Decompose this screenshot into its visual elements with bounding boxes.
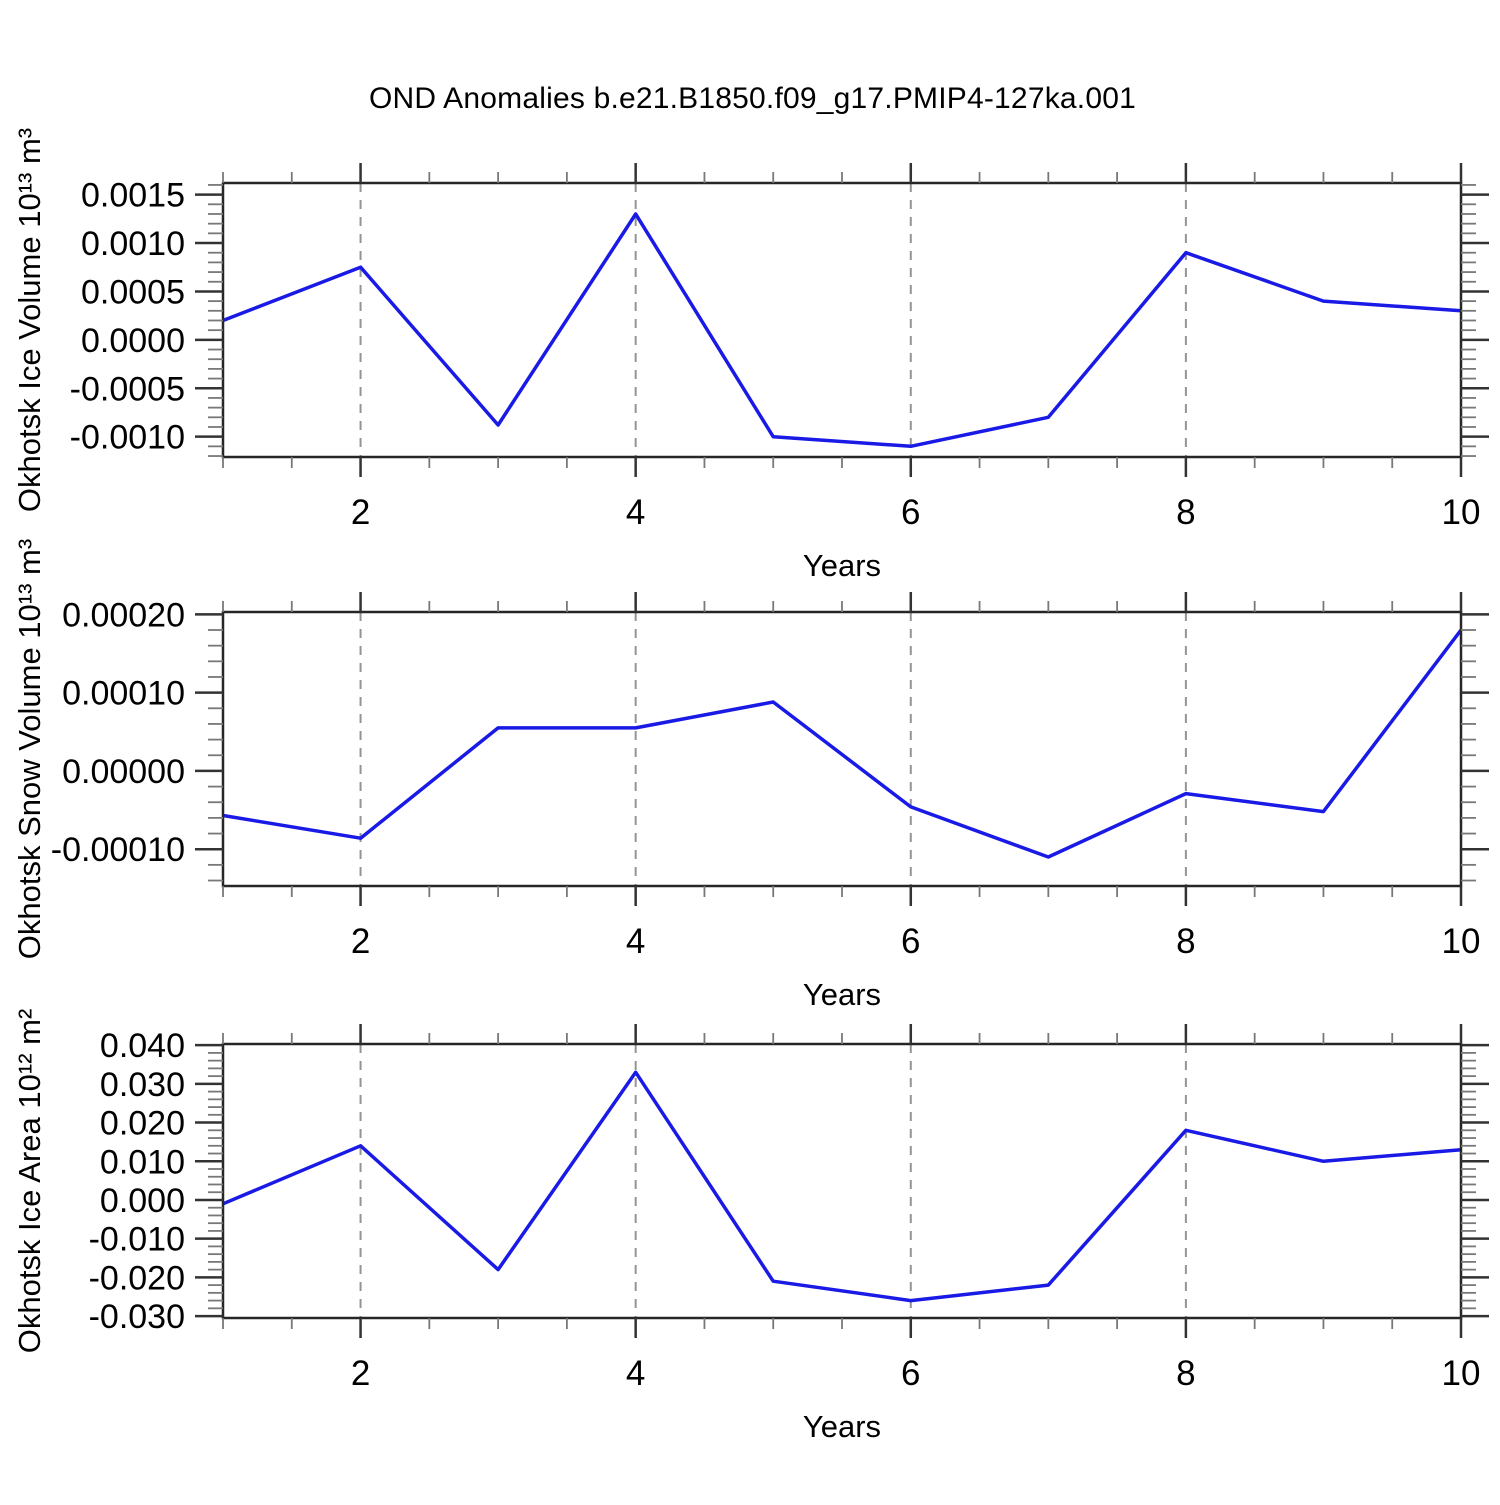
plot-border [221, 610, 1463, 888]
y-tick-label: -0.00010 [51, 831, 185, 869]
x-tick-label: 6 [901, 1354, 920, 1393]
x-tick-label: 6 [901, 922, 920, 961]
x-tick-label: 10 [1442, 922, 1481, 961]
x-axis-title: Years [803, 1409, 881, 1444]
y-tick-label: 0.0000 [81, 322, 185, 360]
y-tick-label: 0.00020 [62, 596, 185, 634]
y-axis-title: Okhotsk Snow Volume 10¹³ m³ [12, 539, 47, 959]
y-tick-label: -0.0005 [70, 370, 185, 408]
x-axis-title: Years [803, 548, 881, 583]
x-tick-label: 4 [626, 922, 645, 961]
x-tick-label: 2 [351, 1354, 370, 1393]
x-tick-label: 2 [351, 922, 370, 961]
x-tick-label: 8 [1176, 1354, 1195, 1393]
panel-okhotsk-ice-volume: -0.0010 -0.0005 0.0000 0.0005 0.0010 0.0015 2 4… [12, 128, 1489, 583]
x-tick-label: 8 [1176, 493, 1195, 532]
y-tick-label: 0.00010 [62, 675, 185, 713]
y-tick-label: 0.00000 [62, 753, 185, 791]
y-tick-label: 0.010 [100, 1143, 185, 1181]
x-tick-label: 8 [1176, 922, 1195, 961]
y-tick-label: -0.0010 [70, 419, 185, 457]
chart-title: OND Anomalies b.e21.B1850.f09_g17.PMIP4-… [369, 82, 1136, 115]
x-tick-label: 4 [626, 493, 645, 532]
x-tick-label: 6 [901, 493, 920, 532]
y-tick-label: 0.0005 [81, 273, 185, 311]
x-tick-label: 10 [1442, 493, 1481, 532]
y-tick-label: -0.030 [89, 1298, 185, 1336]
y-tick-label: 0.0015 [81, 177, 185, 215]
y-tick-label: 0.0010 [81, 225, 185, 263]
data-line [222, 212, 1462, 449]
panel-okhotsk-snow-volume: -0.00010 0.00000 0.00010 0.00020 2 4 6 8 10 Years… [12, 539, 1489, 1012]
x-tick-label: 2 [351, 493, 370, 532]
x-axis-title: Years [803, 977, 881, 1012]
y-tick-label: 0.020 [100, 1105, 185, 1143]
plot-border [221, 1042, 1463, 1320]
y-tick-label: 0.030 [100, 1066, 185, 1104]
data-line [222, 628, 1463, 859]
panel-okhotsk-ice-area: -0.030-0.020-0.0100.0000.0100.0200.0300.… [12, 1009, 1489, 1444]
x-tick-label: 10 [1442, 1354, 1481, 1393]
y-tick-label: 0.000 [100, 1182, 185, 1220]
data-line [222, 1070, 1462, 1303]
y-axis-title: Okhotsk Ice Area 10¹² m² [12, 1009, 47, 1354]
y-tick-label: 0.040 [100, 1027, 185, 1065]
x-tick-label: 4 [626, 1354, 645, 1393]
y-tick-label: -0.020 [89, 1259, 185, 1297]
y-axis-title: Okhotsk Ice Volume 10¹³ m³ [12, 128, 47, 512]
y-tick-label: -0.010 [89, 1221, 185, 1259]
